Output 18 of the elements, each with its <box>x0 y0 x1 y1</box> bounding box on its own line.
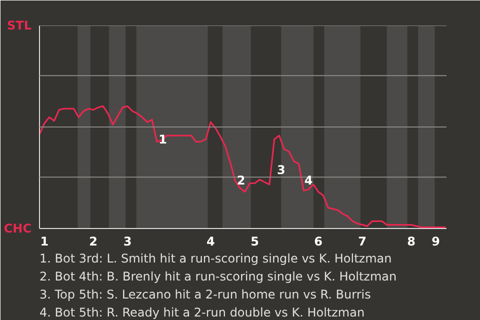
x-tick-label: 3 <box>123 234 132 248</box>
x-tick-label: 7 <box>358 234 367 248</box>
x-tick-label: 1 <box>40 234 49 248</box>
annotation: 2 <box>236 173 246 188</box>
x-tick-label: 2 <box>89 234 98 248</box>
x-tick-label: 8 <box>407 234 416 248</box>
text: 4. Bot 5th: R. Ready hit a 2-run double vs K. Holtzman <box>40 306 365 320</box>
text: CHC <box>4 222 32 236</box>
text: 3. Top 5th: S. Lezcano hit a 2-run home run vs R. Burris <box>40 288 371 302</box>
x-tick-label: 4 <box>206 234 215 248</box>
x-tick-label: 6 <box>314 234 323 248</box>
annotation: 4 <box>304 173 313 188</box>
text: STL <box>7 18 32 32</box>
x-tick-label: 5 <box>250 234 259 248</box>
annotation: 3 <box>276 163 286 178</box>
text: 1. Bot 3rd: L. Smith hit a run-scoring single vs K. Holtzman <box>40 252 392 266</box>
x-tick-label: 9 <box>432 234 440 248</box>
text: 2. Bot 4th: B. Brenly hit a run-scoring single vs K. Holtzman <box>40 270 397 284</box>
